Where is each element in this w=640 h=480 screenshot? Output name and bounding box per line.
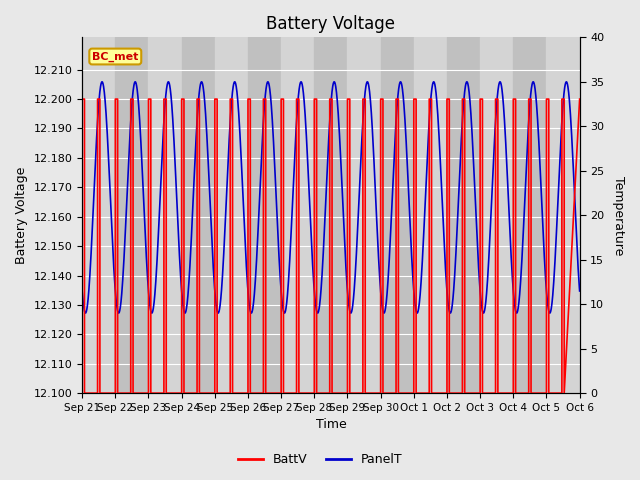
Text: BC_met: BC_met (92, 51, 138, 61)
Bar (547, 37, 580, 393)
Bar (148, 37, 182, 393)
X-axis label: Time: Time (316, 419, 346, 432)
Legend: BattV, PanelT: BattV, PanelT (232, 448, 408, 471)
Bar (314, 37, 348, 393)
Bar (82, 37, 115, 393)
Y-axis label: Battery Voltage: Battery Voltage (15, 167, 28, 264)
Y-axis label: Temperature: Temperature (612, 176, 625, 255)
Bar (381, 37, 414, 393)
Bar (348, 37, 381, 393)
Bar (115, 37, 148, 393)
Bar (513, 37, 547, 393)
Bar (182, 37, 215, 393)
Bar (414, 37, 447, 393)
Bar (248, 37, 281, 393)
Bar (281, 37, 314, 393)
Bar (447, 37, 480, 393)
Title: Battery Voltage: Battery Voltage (266, 15, 396, 33)
Bar (480, 37, 513, 393)
Bar (215, 37, 248, 393)
